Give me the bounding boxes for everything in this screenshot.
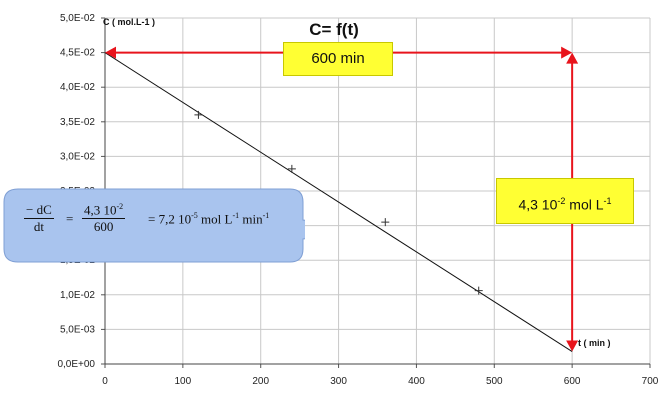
rate-result-unit2: min: [239, 211, 263, 227]
concentration-annotation-box: 4,3 10-2 mol L-1: [496, 178, 634, 224]
x-tick-label: 0: [102, 376, 108, 387]
rate-rhs-denominator: 600: [93, 219, 114, 235]
rate-equals-sign: =: [66, 211, 74, 226]
x-tick-label: 100: [175, 376, 192, 387]
y-tick-label: 0,0E+00: [57, 359, 95, 370]
rate-rhs-numerator-exponent: -2: [116, 202, 124, 211]
rate-equation: − dC dt = 4,3 10-2 600 = 7,2 10-5 mol L-…: [20, 199, 310, 247]
concentration-unit-exponent: -1: [603, 196, 612, 206]
data-point-marker: [287, 164, 296, 173]
y-tick-label: 4,5E-02: [60, 48, 95, 59]
y-tick-label: 3,0E-02: [60, 151, 95, 162]
x-tick-label: 400: [408, 376, 425, 387]
x-tick-label: 300: [330, 376, 347, 387]
x-tick-label: 600: [564, 376, 581, 387]
concentration-span-arrowhead-bottom: [566, 340, 579, 352]
rate-result-unit1: mol L: [197, 211, 233, 227]
concentration-value: 4,3 10: [518, 196, 558, 213]
rate-result: = 7,2 10-5 mol L-1 min-1: [148, 211, 269, 227]
y-tick-label: 1,0E-02: [60, 290, 95, 301]
time-span-arrowhead-left: [105, 46, 116, 59]
regression-line: [104, 52, 573, 352]
concentration-unit: mol L: [565, 196, 604, 213]
rate-rhs-numerator-base: 4,3 10: [84, 202, 117, 218]
concentration-exponent: -2: [557, 196, 566, 206]
rate-rhs-numerator: 4,3 10-2: [82, 202, 126, 220]
y-tick-label: 3,5E-02: [60, 117, 95, 128]
data-point-marker: [194, 110, 203, 119]
rate-callout-bubble: [3, 188, 305, 263]
rate-rhs-fraction: 4,3 10-2 600: [82, 202, 126, 235]
rate-result-exponent: -5: [191, 211, 198, 220]
rate-result-unit1-exponent: -1: [232, 211, 240, 220]
x-tick-label: 500: [486, 376, 503, 387]
rate-lhs-denominator: dt: [33, 219, 44, 234]
rate-lhs-fraction: − dC dt: [24, 202, 54, 235]
series: [104, 52, 573, 352]
concentration-span-arrowhead-top: [566, 52, 579, 64]
data-point-marker: [381, 218, 390, 227]
y-tick-label: 5,0E-03: [60, 324, 95, 335]
y-tick-label: 5,0E-02: [60, 13, 95, 24]
chart-title: C= f(t): [309, 20, 359, 39]
x-tick-label: 200: [252, 376, 269, 387]
rate-result-unit2-exponent: -1: [262, 211, 270, 220]
data-point-marker: [474, 286, 483, 295]
rate-result-base: = 7,2 10: [148, 211, 192, 227]
x-tick-label: 700: [642, 376, 659, 387]
rate-lhs-numerator: − dC: [24, 202, 54, 219]
time-annotation-box: 600 min: [283, 42, 393, 76]
time-span-arrowhead-right: [561, 46, 573, 59]
x-axis-label: t ( min ): [578, 338, 611, 348]
time-annotation-text: 600 min: [311, 50, 365, 67]
y-axis-label: C ( mol.L-1 ): [103, 17, 155, 27]
y-tick-label: 4,0E-02: [60, 82, 95, 93]
